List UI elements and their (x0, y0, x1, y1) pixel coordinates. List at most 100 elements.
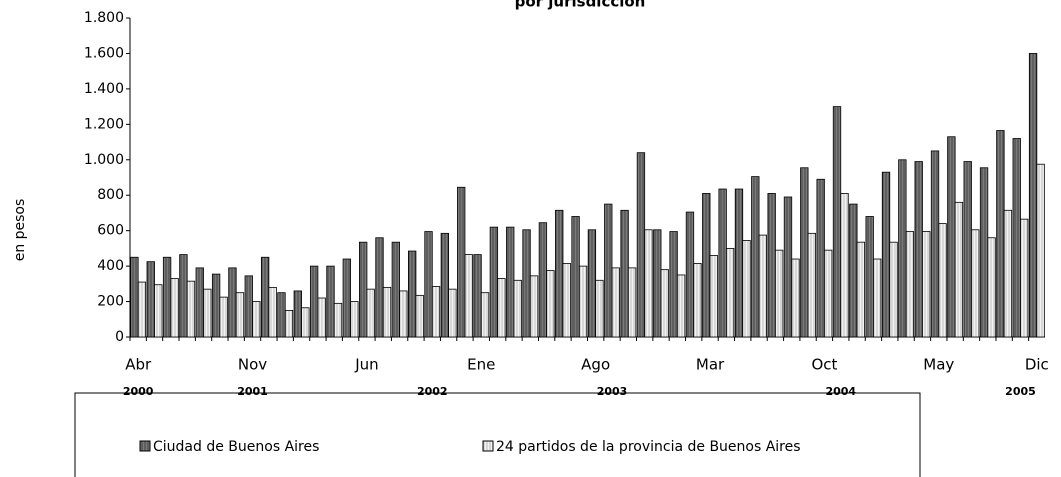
bar (693, 263, 702, 338)
y-tick-label: 1.400 (84, 81, 124, 97)
bar (963, 161, 972, 338)
legend-label: 24 partidos de la provincia de Buenos Ai… (496, 439, 801, 455)
bar (529, 275, 539, 338)
bar (571, 216, 580, 338)
bar (807, 232, 816, 338)
year-label: 2003 (597, 385, 628, 398)
year-label: 2004 (825, 385, 856, 398)
y-tick-label: 600 (97, 223, 124, 239)
bar (538, 222, 548, 338)
y-tick-label: 0 (115, 329, 124, 345)
x-tick-label: Mar (696, 356, 725, 374)
x-tick-label: Nov (238, 356, 267, 374)
bar (971, 229, 980, 338)
y-tick-label: 1.200 (84, 116, 124, 132)
bar (938, 223, 947, 338)
bar (277, 292, 286, 338)
bar (604, 203, 613, 338)
bar (653, 229, 662, 338)
x-tick-label: Jun (354, 356, 378, 374)
bar (375, 237, 384, 338)
bar (791, 258, 800, 338)
x-tick-label: Abr (125, 356, 152, 374)
bar (914, 161, 923, 338)
bar (366, 288, 375, 338)
y-tick-label: 1.000 (84, 152, 124, 168)
x-tick-label: Ago (581, 356, 610, 374)
bar (284, 310, 294, 338)
year-label: 2001 (237, 385, 268, 398)
bar (865, 216, 874, 338)
bar (333, 302, 343, 338)
y-axis-label: en pesos (12, 199, 28, 262)
bar (162, 256, 172, 338)
bar (154, 284, 163, 338)
bar (1012, 138, 1021, 338)
legend-label: Ciudad de Buenos Aires (153, 439, 319, 455)
bar (342, 258, 351, 338)
bar (350, 301, 359, 338)
bar (824, 249, 833, 338)
bar (734, 188, 744, 338)
bar (424, 231, 433, 338)
x-tick-label: May (923, 356, 954, 374)
bar (800, 167, 809, 338)
bar (480, 292, 490, 338)
x-tick-label: Dic (1025, 356, 1049, 374)
bar (889, 241, 898, 338)
bar (235, 292, 245, 338)
bar (293, 290, 302, 338)
bar (457, 186, 466, 338)
bar (595, 279, 604, 338)
bar (448, 288, 457, 338)
bar (578, 265, 588, 338)
bar (783, 196, 793, 338)
bar (660, 269, 669, 338)
bar (179, 254, 188, 338)
bar (775, 249, 784, 338)
bar (587, 229, 597, 338)
chart-title: por jurisdicción (515, 0, 646, 11)
year-label: 2002 (417, 385, 448, 398)
bar (562, 263, 571, 338)
y-tick-label: 800 (97, 187, 124, 203)
bar (506, 226, 515, 338)
bar (718, 188, 727, 338)
bar (431, 286, 441, 338)
bar (399, 290, 408, 338)
bar (203, 288, 212, 338)
y-tick-label: 1.600 (84, 45, 124, 61)
bar (137, 281, 147, 338)
bar (620, 209, 629, 338)
bar (987, 237, 996, 338)
bar (301, 307, 310, 338)
bar (186, 280, 196, 338)
bar (1036, 163, 1045, 338)
bar (440, 232, 450, 338)
bar (228, 267, 237, 338)
bar (954, 201, 964, 338)
bar (856, 241, 866, 338)
bar (309, 265, 319, 338)
bar (219, 296, 228, 338)
year-label: 2005 (1005, 385, 1036, 398)
bar (873, 258, 882, 338)
bar (473, 254, 482, 338)
bar (702, 193, 711, 338)
bar (627, 267, 637, 338)
bar (211, 273, 221, 338)
bar (767, 193, 776, 338)
bar (1028, 53, 1038, 338)
bar (905, 231, 915, 338)
bar (464, 254, 473, 338)
bar (636, 152, 646, 338)
bar (522, 229, 531, 338)
legend-swatch (482, 440, 494, 452)
bar (922, 231, 931, 338)
legend-swatch (139, 440, 151, 452)
bar (244, 275, 253, 338)
bar (415, 294, 424, 338)
bar (252, 301, 261, 338)
bar (260, 256, 270, 338)
